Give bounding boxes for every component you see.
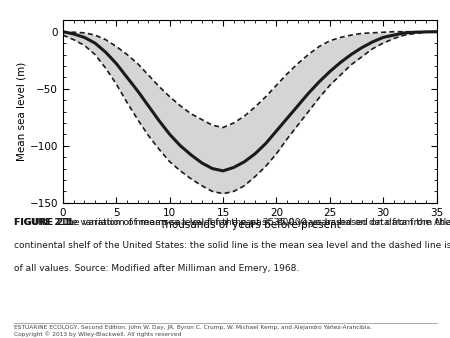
Y-axis label: Mean sea level (m): Mean sea level (m) <box>17 62 27 161</box>
Text: The variation of mean sea level for the past 35,000 years based on data from the: The variation of mean sea level for the … <box>55 218 450 227</box>
Text: FIGURE 2.1: FIGURE 2.1 <box>14 218 70 227</box>
Text: of all values. Source: Modified after Milliman and Emery, 1968.: of all values. Source: Modified after Mi… <box>14 264 299 273</box>
X-axis label: Thousands of years before present: Thousands of years before present <box>159 220 341 231</box>
Text: ESTUARINE ECOLOGY, Second Edition. John W. Day, JR. Byron C. Crump, W. Michael K: ESTUARINE ECOLOGY, Second Edition. John … <box>14 324 371 337</box>
Text: continental shelf of the United States: the solid line is the mean sea level and: continental shelf of the United States: … <box>14 241 450 250</box>
Text: The variation of mean sea level for the past 35,000 years based on data from the: The variation of mean sea level for the … <box>56 218 450 227</box>
Text: FIGURE 2.1: FIGURE 2.1 <box>14 218 73 227</box>
